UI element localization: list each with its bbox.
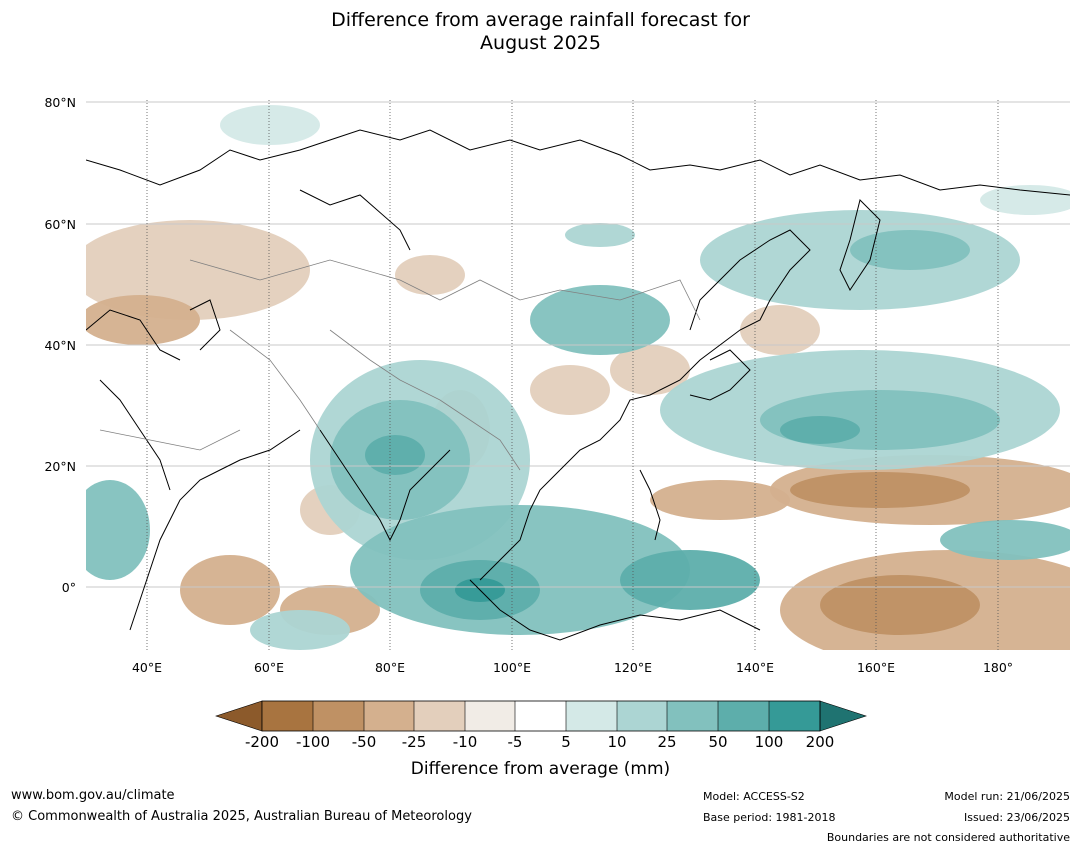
dry-area-west-indian-ocean [180, 555, 280, 625]
lon-label-40e: 40°E [131, 660, 163, 675]
colorbar-tick: 50 [708, 733, 728, 751]
lon-label-60e: 60°E [253, 660, 285, 675]
title-line-2: August 2025 [480, 32, 601, 54]
coastlines [86, 129, 1070, 641]
chart-title: Difference from average rainfall forecas… [0, 9, 1081, 55]
border-arabia [99, 429, 241, 451]
colorbar-tick: -25 [401, 733, 427, 751]
lat-label-20n: 20°N [44, 459, 76, 474]
dry-area-caspian [86, 295, 200, 345]
colorbar-cell-dry-100 [262, 701, 313, 731]
lon-label-120e: 120°E [613, 660, 652, 675]
lat-label-40n: 40°N [44, 338, 76, 353]
philippines-coast [639, 469, 661, 541]
lat-label-0: 0° [61, 580, 76, 595]
colorbar-tick: -10 [452, 733, 478, 751]
colorbar-dividers [312, 701, 770, 731]
colorbar-extend-dry [215, 700, 263, 732]
disclaimer-text: Boundaries are not considered authoritat… [826, 831, 1070, 844]
colorbar-cell-wet-25 [667, 701, 718, 731]
colorbar-tick: -50 [351, 733, 377, 751]
dry-area-eastern-europe [86, 220, 310, 320]
wet-area-north-china [530, 285, 670, 355]
colorbar-tick: 100 [754, 733, 784, 751]
issued-text: Issued: 23/06/2025 [963, 811, 1070, 824]
website-link[interactable]: www.bom.gov.au/climate [11, 788, 175, 803]
arctic-coast [86, 129, 1070, 196]
colorbar-cell-dry-25 [364, 701, 414, 731]
wet-core-okhotsk [850, 230, 970, 270]
title-line-1: Difference from average rainfall forecas… [331, 9, 750, 31]
wet-area-east-africa [86, 480, 150, 580]
red-sea-coast [99, 379, 171, 491]
wet-peak-india [365, 435, 425, 475]
colorbar-extend-wet [819, 700, 867, 732]
colorbar-cell-wet-5 [566, 701, 617, 731]
model-text: Model: ACCESS-S2 [703, 790, 805, 803]
dry-core-pacific-south [820, 575, 980, 635]
wet-area-siberia [565, 223, 635, 247]
dry-area-japan-sea [740, 305, 820, 355]
colorbar-cell-wet-50 [718, 701, 769, 731]
wet-band-pacific [940, 520, 1070, 560]
colorbar [215, 700, 867, 732]
india-coast [319, 429, 451, 542]
colorbar-tick: 5 [561, 733, 571, 751]
japan-coast [689, 349, 751, 401]
colorbar-cell-dry-10 [414, 701, 465, 731]
lon-label-80e: 80°E [374, 660, 406, 675]
colorbar-outline [261, 700, 821, 732]
country-borders [99, 259, 701, 471]
east-asia-coast [559, 229, 811, 471]
wet-peak-north-pacific [780, 416, 860, 444]
indochina-coast [479, 469, 561, 581]
lat-label-60n: 60°N [44, 217, 76, 232]
dry-area-east-china [610, 345, 690, 395]
caspian-coast [189, 299, 221, 351]
map-panel [86, 100, 1070, 650]
colorbar-cell-dry-50 [313, 701, 364, 731]
colorbar-tick: 200 [805, 733, 835, 751]
arabia-africa-coast [129, 429, 301, 631]
dry-area-kazakhstan [395, 255, 465, 295]
wet-area-arctic [220, 105, 320, 145]
border-himalaya [329, 329, 521, 471]
rainfall-anomaly-map [86, 100, 1070, 650]
model-run-text: Model run: 21/06/2025 [944, 790, 1070, 803]
lon-label-180: 180° [982, 660, 1014, 675]
kamchatka-coast [839, 199, 881, 291]
colorbar-tick: 10 [607, 733, 627, 751]
colorbar-tick: -100 [295, 733, 331, 751]
colorbar-tick: -5 [507, 733, 523, 751]
colorbar-cell-wet-100 [769, 701, 820, 731]
lon-label-140e: 140°E [735, 660, 774, 675]
border-iran [229, 329, 321, 431]
rainfall-anomaly-shading [86, 105, 1070, 650]
colorbar-cell-dry-5 [465, 701, 515, 731]
lon-label-160e: 160°E [856, 660, 895, 675]
wet-area-new-guinea [620, 550, 760, 610]
base-period-text: Base period: 1981-2018 [703, 811, 836, 824]
colorbar-label: Difference from average (mm) [410, 759, 671, 779]
lat-label-80n: 80°N [44, 95, 76, 110]
colorbar-tick: 25 [657, 733, 677, 751]
lon-label-100e: 100°E [492, 660, 531, 675]
border-central-asia [189, 259, 701, 321]
colorbar-tick: -200 [244, 733, 280, 751]
wet-area-south-indian-ocean [250, 610, 350, 650]
taymyr-coast [299, 189, 411, 251]
colorbar-cell-neutral [515, 701, 566, 731]
black-sea-coast [86, 309, 181, 361]
copyright-text: © Commonwealth of Australia 2025, Austra… [11, 809, 472, 824]
colorbar-cell-wet-10 [617, 701, 667, 731]
dry-area-central-china [530, 365, 610, 415]
dry-core-pacific-north [790, 472, 970, 508]
indonesia-coast [469, 579, 761, 641]
